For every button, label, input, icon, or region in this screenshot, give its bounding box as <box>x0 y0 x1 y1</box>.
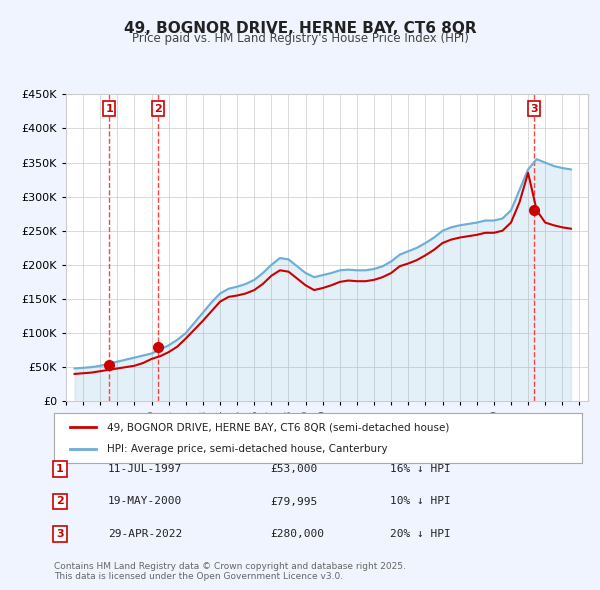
Text: 11-JUL-1997: 11-JUL-1997 <box>108 464 182 474</box>
Text: 16% ↓ HPI: 16% ↓ HPI <box>390 464 451 474</box>
Text: 1: 1 <box>106 104 113 114</box>
Text: 1: 1 <box>56 464 64 474</box>
Text: 19-MAY-2000: 19-MAY-2000 <box>108 497 182 506</box>
Text: HPI: Average price, semi-detached house, Canterbury: HPI: Average price, semi-detached house,… <box>107 444 388 454</box>
Text: 3: 3 <box>530 104 538 114</box>
Text: £280,000: £280,000 <box>270 529 324 539</box>
Text: 10% ↓ HPI: 10% ↓ HPI <box>390 497 451 506</box>
Text: £79,995: £79,995 <box>270 497 317 506</box>
Text: Contains HM Land Registry data © Crown copyright and database right 2025.
This d: Contains HM Land Registry data © Crown c… <box>54 562 406 581</box>
Text: Price paid vs. HM Land Registry's House Price Index (HPI): Price paid vs. HM Land Registry's House … <box>131 32 469 45</box>
Text: £53,000: £53,000 <box>270 464 317 474</box>
Text: 29-APR-2022: 29-APR-2022 <box>108 529 182 539</box>
Text: 49, BOGNOR DRIVE, HERNE BAY, CT6 8QR (semi-detached house): 49, BOGNOR DRIVE, HERNE BAY, CT6 8QR (se… <box>107 422 449 432</box>
Text: 3: 3 <box>56 529 64 539</box>
Text: 2: 2 <box>154 104 162 114</box>
Text: 2: 2 <box>56 497 64 506</box>
Text: 20% ↓ HPI: 20% ↓ HPI <box>390 529 451 539</box>
Text: 49, BOGNOR DRIVE, HERNE BAY, CT6 8QR: 49, BOGNOR DRIVE, HERNE BAY, CT6 8QR <box>124 21 476 35</box>
